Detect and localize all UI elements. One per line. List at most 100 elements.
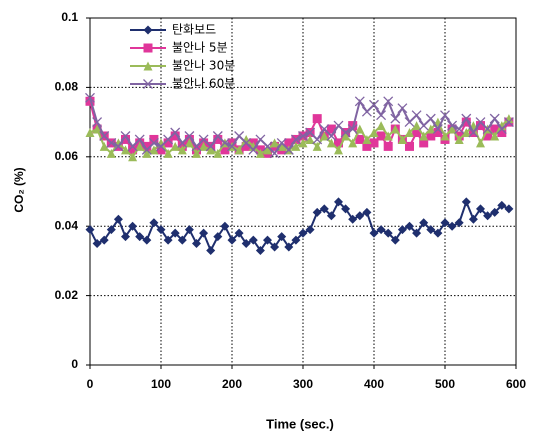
point	[348, 138, 358, 148]
point	[135, 141, 145, 151]
point	[483, 131, 493, 141]
point	[277, 141, 287, 151]
point	[334, 138, 343, 148]
point	[433, 128, 443, 138]
point	[503, 117, 514, 128]
point	[461, 197, 471, 207]
point	[284, 242, 294, 252]
y-axis-label: CO₂ (%)	[12, 167, 26, 212]
point	[263, 145, 272, 155]
point	[298, 228, 308, 238]
point	[390, 113, 401, 124]
point	[113, 141, 124, 152]
point	[376, 121, 386, 131]
point	[397, 103, 408, 114]
point	[419, 138, 429, 148]
point	[92, 124, 102, 134]
point	[128, 152, 138, 162]
point	[121, 145, 130, 155]
point	[355, 124, 365, 134]
point	[497, 200, 507, 210]
point	[85, 92, 95, 103]
point	[397, 225, 407, 235]
point	[206, 145, 216, 155]
point	[362, 207, 372, 217]
x-axis-label: Time (sec.)	[266, 416, 334, 431]
point	[213, 232, 223, 242]
point	[106, 148, 116, 158]
point	[213, 148, 223, 158]
point	[482, 124, 493, 134]
point	[192, 148, 201, 158]
point	[334, 145, 343, 155]
point	[121, 232, 130, 242]
point	[220, 221, 230, 231]
point	[135, 232, 145, 242]
x-tick-label: 600	[506, 377, 526, 391]
point	[461, 113, 472, 124]
point	[369, 228, 379, 238]
point	[397, 134, 407, 144]
point	[447, 120, 458, 131]
point	[291, 141, 301, 151]
point	[199, 141, 209, 151]
point	[149, 145, 159, 155]
point	[234, 228, 244, 238]
point	[163, 235, 173, 245]
point	[326, 138, 336, 148]
point	[319, 131, 329, 141]
point	[489, 113, 500, 124]
point	[206, 245, 216, 255]
point	[461, 117, 471, 127]
point	[362, 134, 372, 144]
point	[433, 228, 443, 238]
point	[184, 131, 195, 141]
point	[447, 221, 457, 231]
point	[269, 148, 280, 159]
point	[390, 235, 400, 245]
point	[170, 127, 181, 138]
point	[383, 96, 394, 107]
point	[454, 134, 464, 144]
y-tick-label: 0.04	[55, 218, 79, 232]
point	[85, 128, 95, 138]
point	[412, 121, 422, 131]
point	[205, 141, 216, 152]
point	[490, 207, 500, 217]
point	[390, 124, 400, 134]
point	[163, 148, 173, 158]
point	[305, 134, 315, 144]
point	[149, 218, 159, 228]
point	[426, 131, 436, 141]
legend-marker	[143, 43, 153, 53]
point	[142, 235, 152, 245]
legend-label: 탄화보드	[172, 23, 216, 37]
point	[355, 134, 365, 144]
x-tick-label: 300	[293, 377, 313, 391]
point	[326, 124, 336, 134]
point	[92, 117, 103, 128]
x-tick-label: 500	[435, 377, 455, 391]
point	[184, 138, 194, 148]
point	[121, 134, 130, 144]
point	[348, 214, 358, 224]
point	[497, 128, 507, 138]
point	[504, 114, 514, 124]
point	[99, 141, 109, 151]
y-tick-label: 0.08	[55, 80, 79, 94]
point	[369, 138, 379, 148]
point	[440, 218, 450, 228]
point	[354, 96, 365, 107]
point	[248, 144, 259, 155]
point	[432, 124, 443, 134]
point	[305, 225, 315, 235]
point	[312, 141, 322, 151]
point	[170, 228, 180, 238]
point	[284, 138, 294, 148]
point	[425, 113, 436, 124]
point	[120, 131, 131, 141]
point	[405, 128, 414, 138]
point	[92, 239, 102, 249]
point	[376, 131, 386, 141]
